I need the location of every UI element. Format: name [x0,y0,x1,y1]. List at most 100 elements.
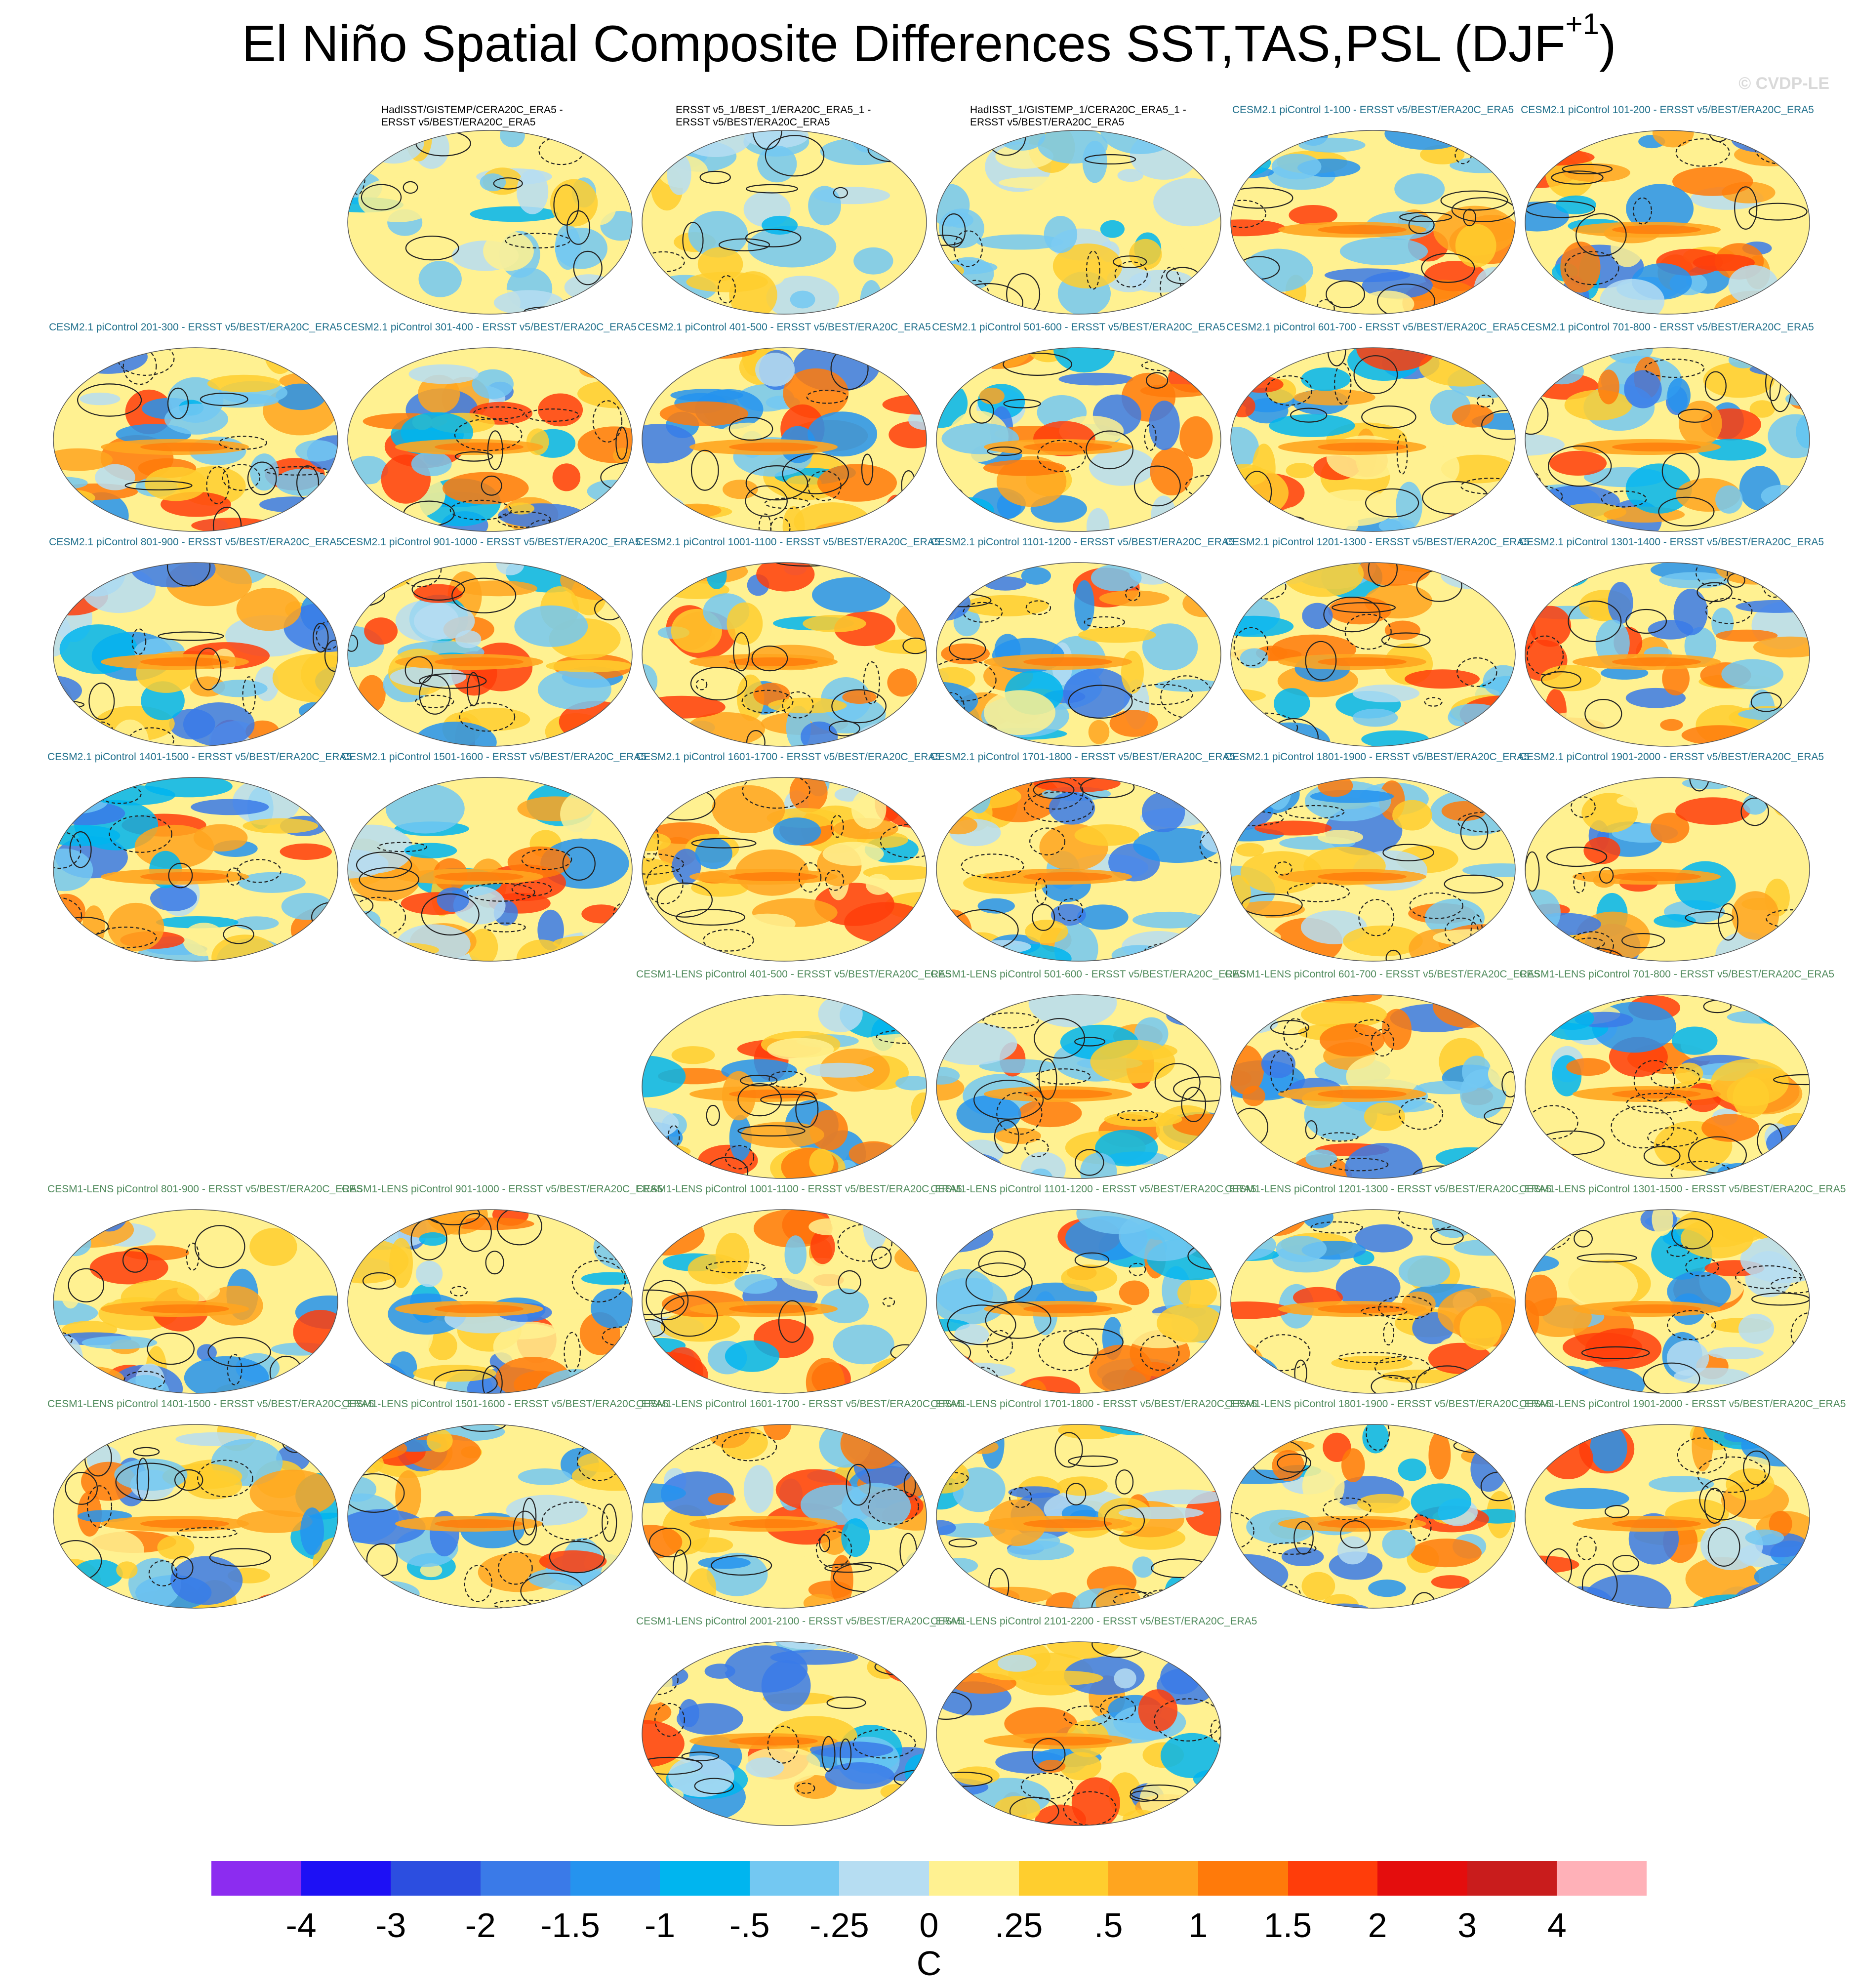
map-panel: CESM2.1 piControl 1901-2000 - ERSST v5/B… [1519,751,1824,963]
map-panel: CESM2.1 piControl 701-800 - ERSST v5/BES… [1519,321,1816,533]
colorbar-tick-label: -3 [375,1906,406,1945]
map-panel: CESM1-LENS piControl 801-900 - ERSST v5/… [47,1183,363,1395]
map-panel: HadISST_1/GISTEMP_1/CERA20C_ERA5_1 - ERS… [930,104,1227,316]
map-panel: CESM1-LENS piControl 1401-1500 - ERSST v… [47,1398,374,1610]
robinson-map [53,347,338,532]
map-panel: CESM2.1 piControl 1701-1800 - ERSST v5/B… [930,751,1235,963]
colorbar-swatch [1108,1861,1198,1896]
map-panel: CESM1-LENS piControl 401-500 - ERSST v5/… [636,968,952,1180]
panel-title: CESM1-LENS piControl 501-600 - ERSST v5/… [930,969,1246,980]
robinson-map [936,562,1221,747]
map-panel: CESM1-LENS piControl 2001-2100 - ERSST v… [636,1615,963,1827]
colorbar-tick-label: 4 [1547,1906,1567,1945]
panel-title: CESM1-LENS piControl 1301-1500 - ERSST v… [1519,1183,1846,1195]
robinson-map [642,994,927,1179]
map-panel: CESM1-LENS piControl 2101-2200 - ERSST v… [930,1615,1257,1827]
colorbar-tick-label: -1 [645,1906,676,1945]
map-panel: CESM2.1 piControl 1801-1900 - ERSST v5/B… [1225,751,1530,963]
map-panel: CESM1-LENS piControl 901-1000 - ERSST v5… [342,1183,663,1395]
map-panel: CESM2.1 piControl 1001-1100 - ERSST v5/B… [636,536,940,748]
colorbar-tick-label: 0 [919,1906,939,1945]
panel-title: CESM1-LENS piControl 1801-1900 - ERSST v… [1225,1398,1552,1410]
panel-title: CESM1-LENS piControl 1701-1800 - ERSST v… [930,1398,1257,1410]
map-panel: CESM1-LENS piControl 1701-1800 - ERSST v… [930,1398,1257,1610]
map-panel: CESM2.1 piControl 1101-1200 - ERSST v5/B… [930,536,1235,748]
map-panel: CESM1-LENS piControl 701-800 - ERSST v5/… [1519,968,1834,1180]
colorbar-tick-label: 3 [1457,1906,1477,1945]
colorbar-swatch [749,1861,840,1896]
colorbar-tick-label: -.25 [809,1906,869,1945]
colorbar-tick-label: -4 [285,1906,317,1945]
robinson-map [1525,562,1810,747]
robinson-map [936,777,1221,962]
panel-title: CESM1-LENS piControl 1001-1100 - ERSST v… [636,1183,962,1195]
panel-title: CESM2.1 piControl 201-300 - ERSST v5/BES… [49,322,342,333]
map-panel: CESM2.1 piControl 1501-1600 - ERSST v5/B… [342,751,646,963]
map-panel: CESM2.1 piControl 601-700 - ERSST v5/BES… [1225,321,1521,533]
map-panel: CESM1-LENS piControl 601-700 - ERSST v5/… [1225,968,1540,1180]
map-panel: CESM2.1 piControl 1201-1300 - ERSST v5/B… [1225,536,1530,748]
panel-title: CESM1-LENS piControl 801-900 - ERSST v5/… [47,1183,363,1195]
panel-title: CESM2.1 piControl 501-600 - ERSST v5/BES… [932,322,1225,333]
robinson-map [1230,1209,1516,1394]
colorbar-tick-label: -.5 [729,1906,770,1945]
panel-title: CESM1-LENS piControl 1901-2000 - ERSST v… [1519,1398,1846,1410]
robinson-map [1525,1209,1810,1394]
panel-title: CESM1-LENS piControl 901-1000 - ERSST v5… [342,1183,663,1195]
colorbar-tick-label: .5 [1094,1906,1123,1945]
robinson-map [642,130,927,315]
colorbar-tick-label: 1 [1188,1906,1208,1945]
robinson-map [53,1209,338,1394]
colorbar-swatch [1557,1861,1647,1896]
colorbar-swatch [839,1861,929,1896]
map-panel: CESM2.1 piControl 501-600 - ERSST v5/BES… [930,321,1227,533]
colorbar-swatch [929,1861,1019,1896]
map-panel: CESM1-LENS piControl 501-600 - ERSST v5/… [930,968,1246,1180]
panel-title: CESM2.1 piControl 901-1000 - ERSST v5/BE… [342,536,641,548]
robinson-map [1525,347,1810,532]
colorbar-swatch [570,1861,660,1896]
panel-title: CESM1-LENS piControl 1601-1700 - ERSST v… [636,1398,963,1410]
panel-title: CESM1-LENS piControl 1201-1300 - ERSST v… [1225,1183,1552,1195]
robinson-map [642,1641,927,1826]
panel-title: HadISST/GISTEMP/CERA20C_ERA5 - ERSST v5/… [381,104,563,128]
panel-title: CESM1-LENS piControl 1101-1200 - ERSST v… [930,1183,1256,1195]
map-panel: CESM2.1 piControl 1301-1400 - ERSST v5/B… [1519,536,1824,748]
panel-title: CESM2.1 piControl 1201-1300 - ERSST v5/B… [1225,536,1530,548]
panel-title: CESM1-LENS piControl 2001-2100 - ERSST v… [636,1616,963,1627]
panel-title: CESM1-LENS piControl 401-500 - ERSST v5/… [636,969,952,980]
map-panel: HadISST/GISTEMP/CERA20C_ERA5 - ERSST v5/… [342,104,638,316]
map-panel: CESM1-LENS piControl 1901-2000 - ERSST v… [1519,1398,1846,1610]
robinson-map [936,347,1221,532]
robinson-map [642,562,927,747]
panel-title: CESM2.1 piControl 1-100 - ERSST v5/BEST/… [1232,104,1514,116]
panel-title: HadISST_1/GISTEMP_1/CERA20C_ERA5_1 - ERS… [970,104,1186,128]
robinson-map [642,1209,927,1394]
robinson-map [1230,130,1516,315]
robinson-map [936,994,1221,1179]
panel-title: CESM2.1 piControl 701-800 - ERSST v5/BES… [1521,322,1814,333]
map-panel: CESM1-LENS piControl 1001-1100 - ERSST v… [636,1183,962,1395]
map-panel: CESM1-LENS piControl 1101-1200 - ERSST v… [930,1183,1256,1395]
robinson-map [1525,994,1810,1179]
colorbar-swatch [1198,1861,1288,1896]
robinson-map [347,130,633,315]
colorbar-swatch [480,1861,570,1896]
colorbar-swatch [660,1861,750,1896]
panel-title: CESM1-LENS piControl 1501-1600 - ERSST v… [342,1398,669,1410]
panel-title: CESM2.1 piControl 1101-1200 - ERSST v5/B… [930,536,1235,548]
map-panel: CESM2.1 piControl 101-200 - ERSST v5/BES… [1519,104,1816,316]
colorbar-tick-label: -2 [465,1906,496,1945]
robinson-map [1230,1424,1516,1609]
colorbar-tick-label: .25 [994,1906,1043,1945]
map-panel: CESM2.1 piControl 1-100 - ERSST v5/BEST/… [1225,104,1521,316]
robinson-map [936,1424,1221,1609]
robinson-map [1525,777,1810,962]
robinson-map [936,130,1221,315]
panel-title: CESM1-LENS piControl 1401-1500 - ERSST v… [47,1398,374,1410]
robinson-map [1230,347,1516,532]
panel-title: CESM2.1 piControl 301-400 - ERSST v5/BES… [343,322,637,333]
title-close-paren: ) [1599,15,1616,73]
title-superscript: +1 [1565,7,1599,41]
robinson-map [1230,777,1516,962]
